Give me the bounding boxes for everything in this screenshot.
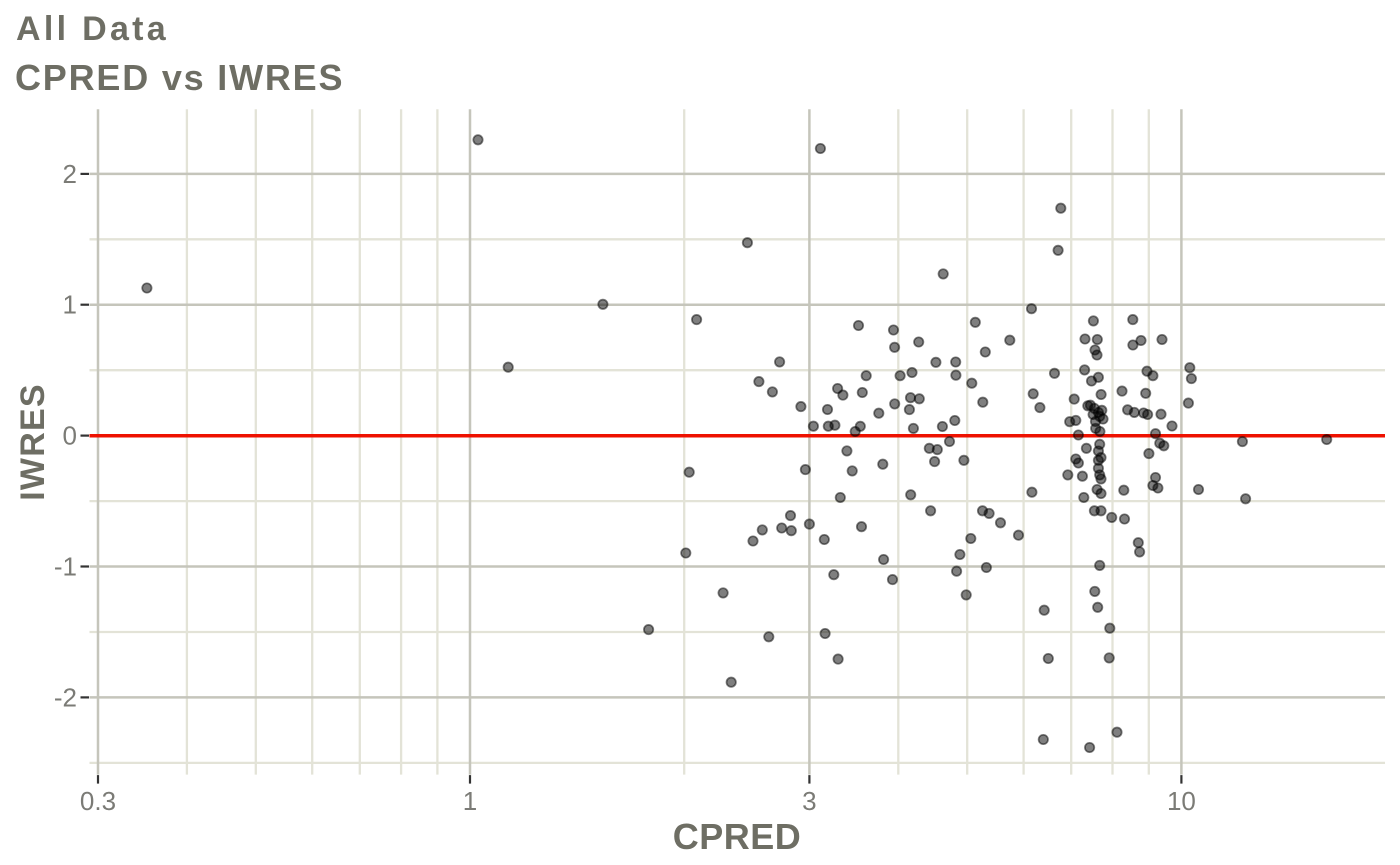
svg-text:1: 1	[63, 290, 77, 320]
svg-text:1: 1	[463, 786, 477, 816]
svg-text:0.3: 0.3	[80, 786, 116, 816]
svg-text:All Data: All Data	[16, 10, 169, 48]
svg-text:3: 3	[802, 786, 816, 816]
svg-text:CPRED vs IWRES: CPRED vs IWRES	[15, 57, 344, 98]
svg-text:-2: -2	[54, 682, 77, 712]
svg-text:IWRES: IWRES	[14, 383, 52, 500]
svg-text:2: 2	[63, 159, 77, 189]
svg-text:-1: -1	[54, 552, 77, 582]
svg-text:10: 10	[1167, 786, 1196, 816]
svg-text:0: 0	[63, 421, 77, 451]
svg-text:CPRED: CPRED	[673, 816, 802, 857]
